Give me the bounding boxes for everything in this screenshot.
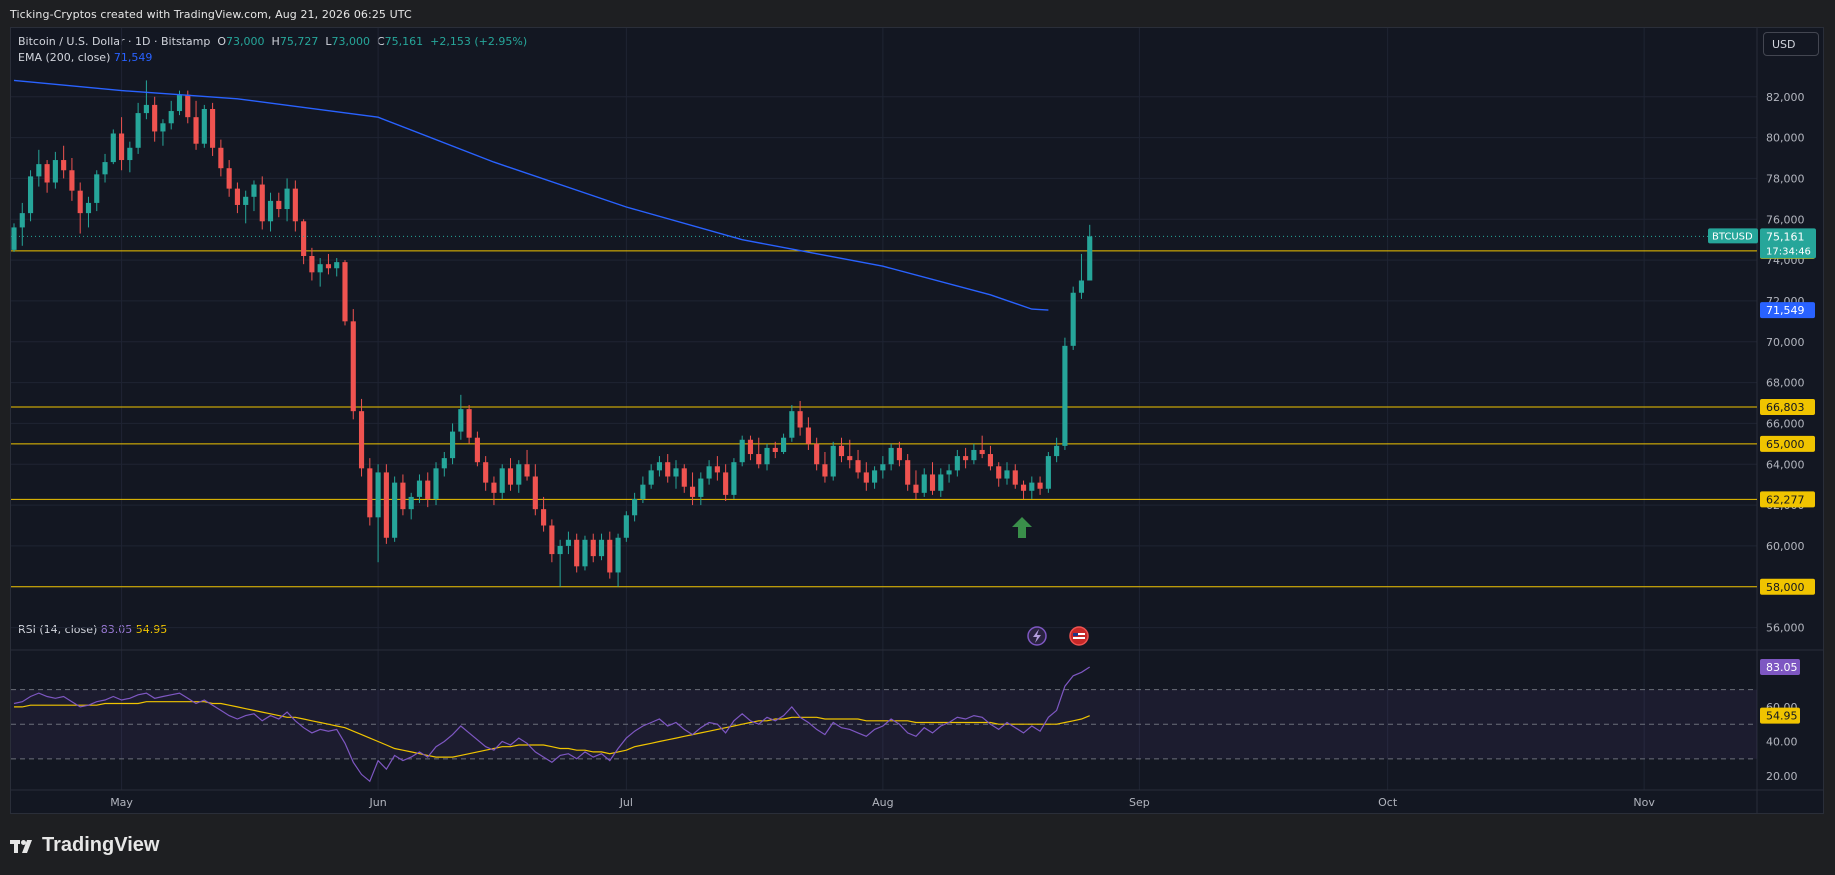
low-label: L [325, 35, 332, 48]
tradingview-logo[interactable]: TradingView [10, 834, 159, 857]
open-value: 73,000 [226, 35, 265, 48]
high-value: 75,727 [279, 35, 319, 48]
ema-legend[interactable]: EMA (200, close) 71,549 [18, 51, 152, 64]
currency-button[interactable]: USD [1763, 32, 1819, 56]
chart-credit: Ticking-Cryptos created with TradingView… [10, 8, 412, 21]
chart-frame [10, 27, 1824, 814]
ema-label: EMA (200, close) [18, 51, 111, 64]
symbol-title[interactable]: Bitcoin / U.S. Dollar · 1D · Bitstamp [18, 35, 211, 48]
change-value: +2,153 (+2.95%) [430, 35, 528, 48]
rsi-value: 83.05 [100, 623, 133, 636]
rsi-label: RSI (14, close) [18, 623, 98, 636]
close-label: C [376, 35, 385, 48]
open-label: O [217, 35, 227, 48]
low-value: 73,000 [331, 35, 370, 48]
rsi-ma-value: 54.95 [135, 623, 168, 636]
tradingview-logo-icon [10, 839, 32, 853]
close-value: 75,161 [384, 35, 424, 48]
high-label: H [271, 35, 280, 48]
ohlc-legend: Bitcoin / U.S. Dollar · 1D · Bitstamp O7… [18, 35, 527, 48]
tradingview-brand: TradingView [42, 834, 160, 856]
ema-value: 71,549 [113, 51, 153, 64]
rsi-legend[interactable]: RSI (14, close) 83.05 54.95 [18, 623, 167, 636]
